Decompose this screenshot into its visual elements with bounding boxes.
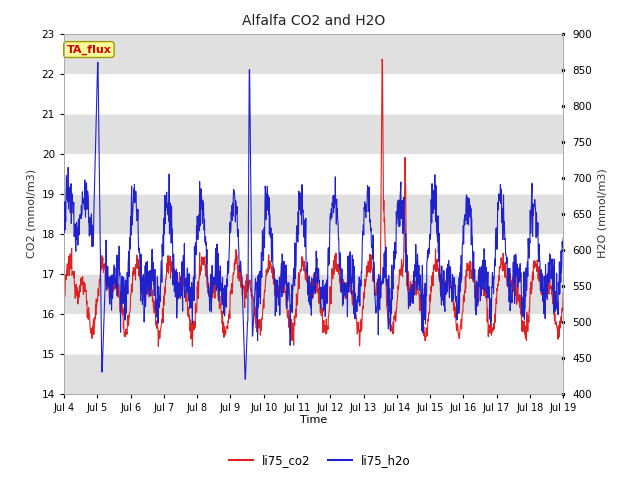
Bar <box>64 274 563 313</box>
Bar <box>64 193 563 234</box>
X-axis label: Time: Time <box>300 415 327 425</box>
Bar <box>64 73 563 114</box>
Text: TA_flux: TA_flux <box>67 44 111 55</box>
Bar <box>64 34 563 73</box>
Y-axis label: CO2 (mmol/m3): CO2 (mmol/m3) <box>26 169 36 258</box>
Bar <box>64 234 563 274</box>
Y-axis label: H2O (mmol/m3): H2O (mmol/m3) <box>598 169 607 258</box>
Bar <box>64 313 563 354</box>
Bar <box>64 154 563 193</box>
Legend: li75_co2, li75_h2o: li75_co2, li75_h2o <box>224 449 416 472</box>
Bar <box>64 354 563 394</box>
Title: Alfalfa CO2 and H2O: Alfalfa CO2 and H2O <box>242 14 385 28</box>
Bar <box>64 114 563 154</box>
